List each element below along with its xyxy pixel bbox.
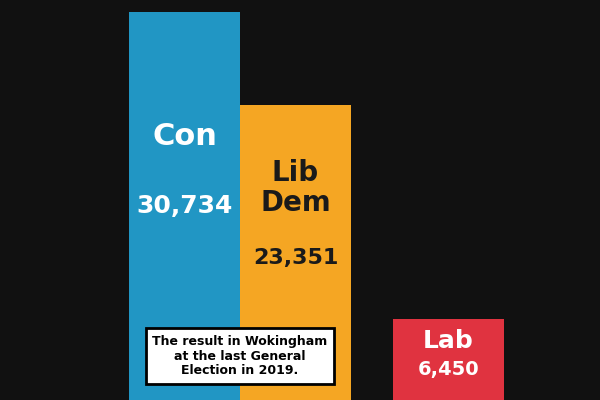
Text: 30,734: 30,734 (136, 194, 233, 218)
Bar (129, 12, 240, 400)
Text: Lab: Lab (423, 329, 474, 353)
Text: Lib
Dem: Lib Dem (260, 159, 331, 217)
Text: 6,450: 6,450 (418, 360, 479, 378)
Bar (240, 105, 351, 400)
Bar (393, 318, 504, 400)
Text: 23,351: 23,351 (253, 248, 338, 268)
Text: Con: Con (152, 122, 217, 151)
Text: The result in Wokingham
at the last General
Election in 2019.: The result in Wokingham at the last Gene… (152, 334, 328, 378)
